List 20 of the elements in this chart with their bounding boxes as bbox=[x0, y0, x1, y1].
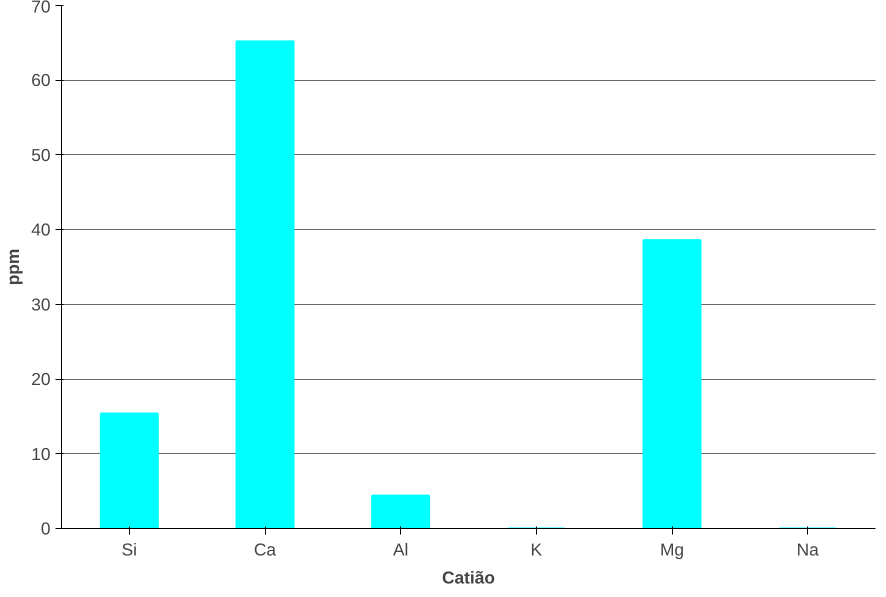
x-tick-label: Mg bbox=[660, 540, 684, 560]
bar bbox=[642, 239, 702, 528]
bar bbox=[100, 412, 159, 528]
x-tick-label: Na bbox=[796, 540, 820, 560]
x-tick-label: Ca bbox=[254, 540, 276, 560]
x-tick-label: Si bbox=[122, 540, 138, 560]
x-tick-label: K bbox=[530, 540, 543, 560]
y-tick-label: 0 bbox=[40, 518, 51, 538]
y-tick-label: 60 bbox=[31, 70, 51, 90]
y-tick-label: 40 bbox=[31, 220, 51, 240]
x-tick-label: Al bbox=[392, 540, 408, 560]
y-tick-label: 30 bbox=[31, 294, 51, 314]
bar bbox=[371, 494, 430, 528]
y-tick-label: 20 bbox=[31, 369, 51, 390]
y-axis-title: ppm bbox=[3, 248, 24, 286]
bar bbox=[236, 40, 294, 528]
y-tick-label: 10 bbox=[31, 444, 51, 464]
y-tick-label: 70 bbox=[31, 0, 51, 16]
y-tick-label: 50 bbox=[31, 144, 51, 165]
x-axis-title: Catião bbox=[442, 568, 495, 588]
